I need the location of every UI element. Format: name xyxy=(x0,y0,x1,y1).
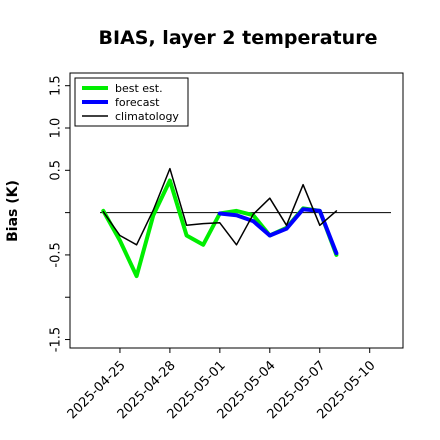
plot-area xyxy=(100,167,391,279)
series-line-climatology xyxy=(102,167,338,246)
chart-title: BIAS, layer 2 temperature xyxy=(99,27,378,49)
y-tick-label: 1.0 xyxy=(49,118,64,139)
legend-label: climatology xyxy=(115,110,179,123)
y-tick-label: 0.5 xyxy=(49,160,64,181)
y-tick-label: 1.5 xyxy=(49,75,64,96)
series-line-forecast xyxy=(217,207,339,256)
plot-frame xyxy=(69,72,404,349)
y-axis-label: Bias (K) xyxy=(5,180,21,242)
y-tick-label: -0.5 xyxy=(49,242,64,267)
legend-label: best est. xyxy=(115,82,163,95)
y-tick-label: -1.5 xyxy=(49,327,64,352)
legend-label: forecast xyxy=(115,96,160,109)
